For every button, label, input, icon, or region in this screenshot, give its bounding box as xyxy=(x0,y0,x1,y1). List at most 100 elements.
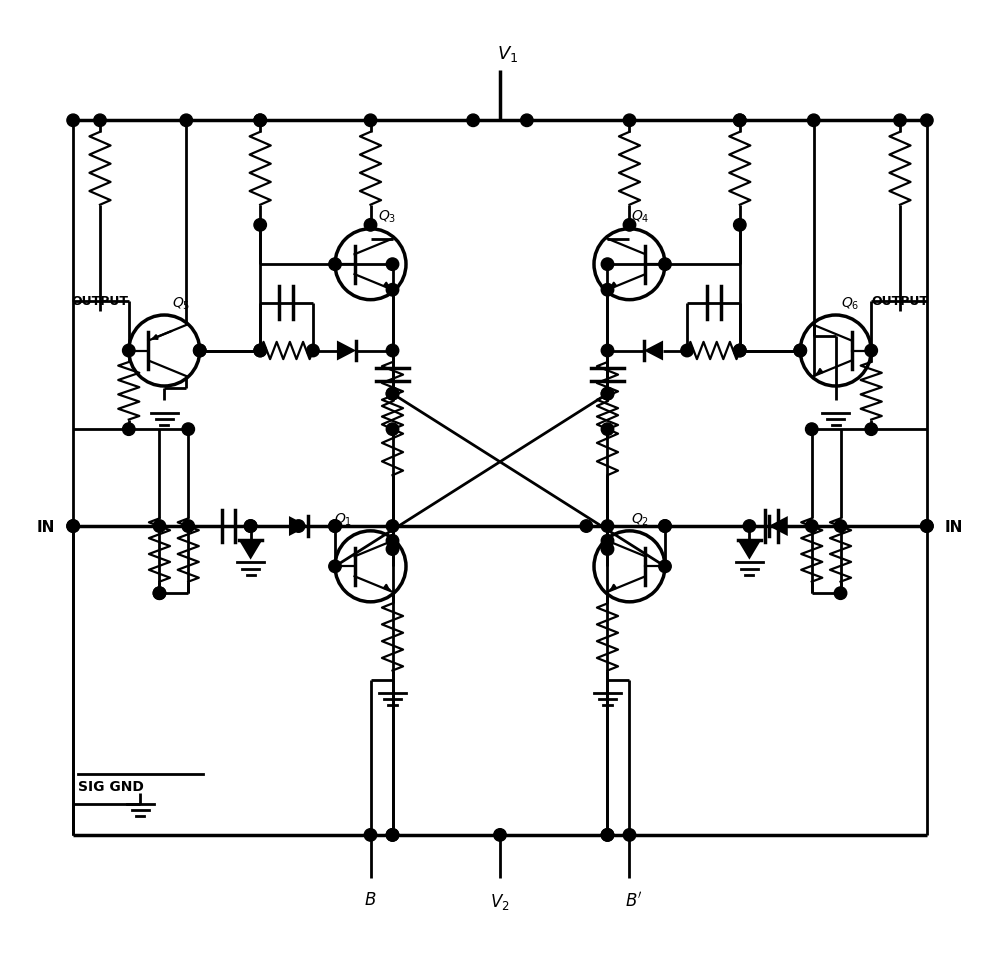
Circle shape xyxy=(254,219,266,232)
Circle shape xyxy=(123,345,135,357)
Text: $Q_4$: $Q_4$ xyxy=(631,209,650,225)
Polygon shape xyxy=(644,341,663,361)
Circle shape xyxy=(364,115,377,128)
Circle shape xyxy=(601,424,614,436)
Circle shape xyxy=(623,828,636,841)
Polygon shape xyxy=(769,516,788,536)
Circle shape xyxy=(806,424,818,436)
Circle shape xyxy=(734,345,746,357)
Circle shape xyxy=(601,259,614,271)
Circle shape xyxy=(659,520,671,532)
Circle shape xyxy=(307,345,319,357)
Circle shape xyxy=(67,520,79,532)
Circle shape xyxy=(601,535,614,548)
Circle shape xyxy=(681,345,693,357)
Circle shape xyxy=(386,424,399,436)
Circle shape xyxy=(386,388,399,401)
Circle shape xyxy=(153,587,166,600)
Circle shape xyxy=(659,520,671,532)
Circle shape xyxy=(386,345,399,357)
Circle shape xyxy=(601,828,614,841)
Circle shape xyxy=(734,345,746,357)
Circle shape xyxy=(67,520,79,532)
Circle shape xyxy=(153,587,166,600)
Text: $B$: $B$ xyxy=(364,891,377,907)
Circle shape xyxy=(659,259,671,271)
Circle shape xyxy=(834,520,847,532)
Circle shape xyxy=(494,828,506,841)
Text: $Q_1$: $Q_1$ xyxy=(334,511,352,528)
Circle shape xyxy=(601,828,614,841)
Circle shape xyxy=(386,828,399,841)
Circle shape xyxy=(467,115,479,128)
Circle shape xyxy=(921,520,933,532)
Circle shape xyxy=(734,115,746,128)
Text: $Q_2$: $Q_2$ xyxy=(631,511,650,528)
Circle shape xyxy=(386,543,399,555)
Circle shape xyxy=(194,345,206,357)
Text: $Q_5$: $Q_5$ xyxy=(172,295,190,312)
Circle shape xyxy=(254,345,266,357)
Circle shape xyxy=(623,219,636,232)
Circle shape xyxy=(794,345,806,357)
Circle shape xyxy=(254,115,266,128)
Circle shape xyxy=(601,388,614,401)
Text: IN: IN xyxy=(945,519,963,534)
Polygon shape xyxy=(738,541,761,560)
Circle shape xyxy=(329,520,341,532)
Circle shape xyxy=(67,115,79,128)
Circle shape xyxy=(580,520,593,532)
Circle shape xyxy=(734,219,746,232)
Text: OUTPUT: OUTPUT xyxy=(71,295,128,308)
Text: SIG GND: SIG GND xyxy=(78,779,144,793)
Text: IN: IN xyxy=(37,519,55,534)
Circle shape xyxy=(865,424,877,436)
Circle shape xyxy=(254,345,266,357)
Circle shape xyxy=(386,828,399,841)
Circle shape xyxy=(806,520,818,532)
Circle shape xyxy=(94,115,106,128)
Circle shape xyxy=(659,560,671,573)
Circle shape xyxy=(386,388,399,401)
Circle shape xyxy=(807,115,820,128)
Circle shape xyxy=(329,520,341,532)
Text: $V_1$: $V_1$ xyxy=(497,43,518,63)
Circle shape xyxy=(601,543,614,555)
Text: OUTPUT: OUTPUT xyxy=(872,295,929,308)
Circle shape xyxy=(182,424,194,436)
Circle shape xyxy=(894,115,906,128)
Circle shape xyxy=(601,284,614,297)
Circle shape xyxy=(386,284,399,297)
Circle shape xyxy=(182,520,194,532)
Text: $Q_3$: $Q_3$ xyxy=(378,209,396,225)
Circle shape xyxy=(244,520,257,532)
Circle shape xyxy=(386,520,399,532)
Circle shape xyxy=(386,259,399,271)
Circle shape xyxy=(364,219,377,232)
Circle shape xyxy=(865,345,877,357)
Circle shape xyxy=(521,115,533,128)
Circle shape xyxy=(743,520,756,532)
Circle shape xyxy=(921,520,933,532)
Circle shape xyxy=(921,115,933,128)
Circle shape xyxy=(601,520,614,532)
Circle shape xyxy=(623,115,636,128)
Circle shape xyxy=(329,560,341,573)
Circle shape xyxy=(601,388,614,401)
Text: $V_2$: $V_2$ xyxy=(490,891,510,911)
Circle shape xyxy=(123,424,135,436)
Circle shape xyxy=(292,520,305,532)
Polygon shape xyxy=(289,516,308,536)
Circle shape xyxy=(254,115,266,128)
Circle shape xyxy=(180,115,193,128)
Circle shape xyxy=(834,587,847,600)
Circle shape xyxy=(329,259,341,271)
Polygon shape xyxy=(337,341,356,361)
Circle shape xyxy=(194,345,206,357)
Circle shape xyxy=(794,345,806,357)
Polygon shape xyxy=(239,541,262,560)
Text: $Q_6$: $Q_6$ xyxy=(841,295,859,312)
Circle shape xyxy=(601,345,614,357)
Circle shape xyxy=(244,520,257,532)
Circle shape xyxy=(734,115,746,128)
